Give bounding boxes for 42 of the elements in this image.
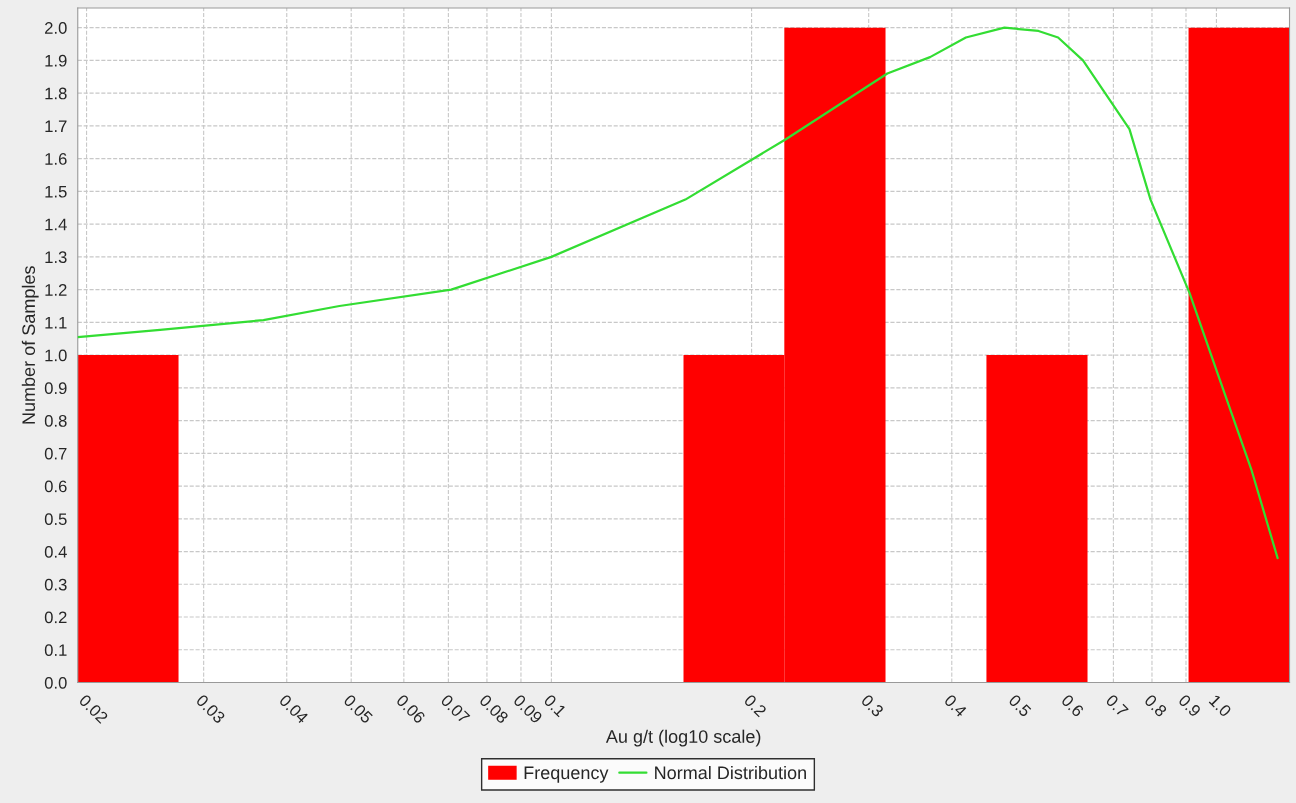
y-axis-title: Number of Samples xyxy=(21,266,39,424)
x-tick-label: 0.8 xyxy=(1143,693,1168,718)
x-tick-label: 0.08 xyxy=(478,693,510,725)
x-tick-label: 0.06 xyxy=(395,693,426,725)
y-tick-label: 0.6 xyxy=(44,480,67,493)
y-tick-label: 0.1 xyxy=(44,644,67,657)
y-tick-label: 1.3 xyxy=(45,251,67,264)
y-tick-label: 1.4 xyxy=(45,218,67,231)
x-axis-title: Au g/t (log10 scale) xyxy=(605,729,761,747)
x-tick-label: 0.07 xyxy=(440,693,471,724)
y-tick-label: 1.6 xyxy=(45,153,67,165)
y-tick-label: 0.4 xyxy=(44,545,67,558)
y-tick-label: 1.7 xyxy=(45,120,67,132)
legend-label: Normal Distribution xyxy=(655,765,806,780)
y-tick-label: 0.9 xyxy=(44,382,67,395)
y-tick-label: 0.3 xyxy=(44,578,67,591)
y-tick-label: 1.9 xyxy=(45,54,67,67)
y-tick-label: 0.5 xyxy=(44,513,67,526)
y-tick-label: 1.1 xyxy=(45,316,67,329)
y-tick-label: 1.0 xyxy=(45,349,67,362)
x-tick-label: 0.09 xyxy=(512,693,544,724)
x-tick-label: 0.9 xyxy=(1177,693,1202,718)
x-tick-label: 0.4 xyxy=(943,693,968,718)
y-tick-label: 0.2 xyxy=(44,611,67,624)
y-tick-label: 1.5 xyxy=(45,185,67,198)
x-tick-label: 1.0 xyxy=(1208,694,1233,718)
x-tick-label: 0.7 xyxy=(1105,693,1129,718)
x-tick-label: 0.2 xyxy=(743,693,768,718)
x-tick-label: 0.1 xyxy=(543,693,567,718)
x-tick-label: 0.05 xyxy=(343,693,374,725)
y-tick-label: 2.0 xyxy=(45,22,67,34)
x-tick-label: 0.6 xyxy=(1060,693,1085,718)
y-tick-label: 0.8 xyxy=(44,415,67,427)
legend-label: Frequency xyxy=(524,766,609,783)
x-tick-label: 0.04 xyxy=(278,693,310,725)
x-tick-label: 0.5 xyxy=(1008,693,1032,718)
y-tick-label: 0.7 xyxy=(44,447,67,460)
y-tick-label: 0.0 xyxy=(44,676,67,689)
x-tick-label: 0.03 xyxy=(195,693,226,725)
y-tick-label: 1.2 xyxy=(45,284,67,296)
y-tick-label: 1.8 xyxy=(45,87,67,100)
x-tick-label: 0.3 xyxy=(860,693,885,718)
